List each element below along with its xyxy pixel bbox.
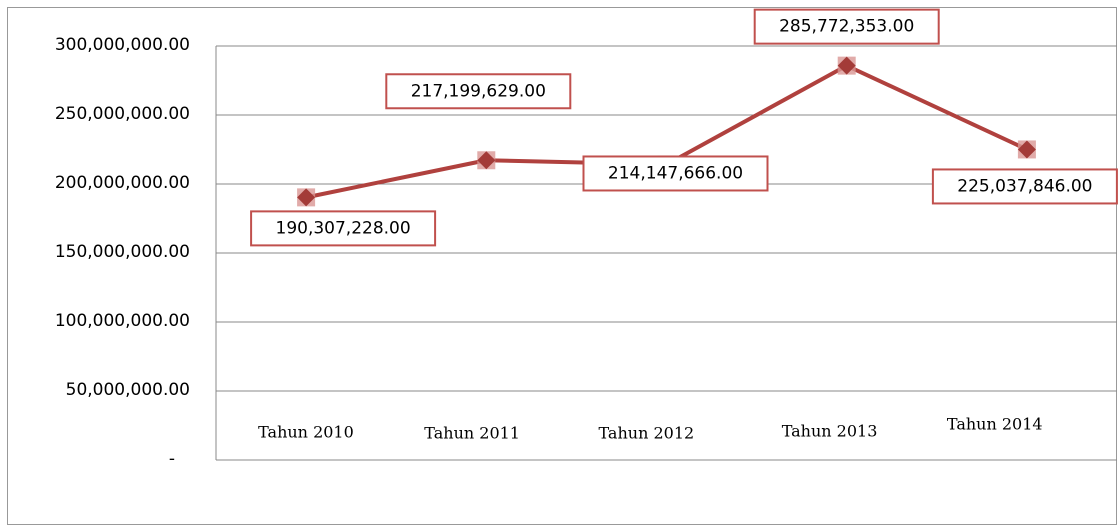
- x-tick-label: Tahun 2011: [424, 424, 520, 443]
- y-tick-label: 100,000,000.00: [55, 311, 190, 331]
- y-tick-label: 50,000,000.00: [66, 380, 190, 400]
- data-label: 285,772,353.00: [779, 17, 914, 37]
- y-tick-label: -: [169, 449, 175, 469]
- chart-border: [7, 7, 1117, 525]
- data-label: 225,037,846.00: [957, 176, 1092, 196]
- y-tick-label: 200,000,000.00: [55, 173, 190, 193]
- y-tick-label: 250,000,000.00: [55, 104, 190, 124]
- data-label: 217,199,629.00: [411, 81, 546, 101]
- marker: [1017, 140, 1036, 159]
- data-label-box: [385, 73, 572, 110]
- x-tick-label: Tahun 2010: [258, 423, 354, 442]
- data-label-box: [753, 8, 940, 45]
- y-tick-label: 150,000,000.00: [55, 242, 190, 262]
- marker: [477, 151, 496, 170]
- y-tick-label: 300,000,000.00: [55, 35, 190, 55]
- x-tick-label: Tahun 2013: [782, 422, 878, 441]
- data-label-box: [582, 155, 769, 192]
- x-tick-label: Tahun 2014: [947, 415, 1043, 434]
- x-tick-label: Tahun 2012: [599, 424, 695, 443]
- marker: [297, 188, 316, 207]
- data-label-box: [931, 168, 1118, 205]
- data-label: 214,147,666.00: [608, 163, 743, 183]
- data-label: 190,307,228.00: [276, 218, 411, 238]
- data-label-box: [250, 210, 437, 247]
- marker: [837, 56, 856, 75]
